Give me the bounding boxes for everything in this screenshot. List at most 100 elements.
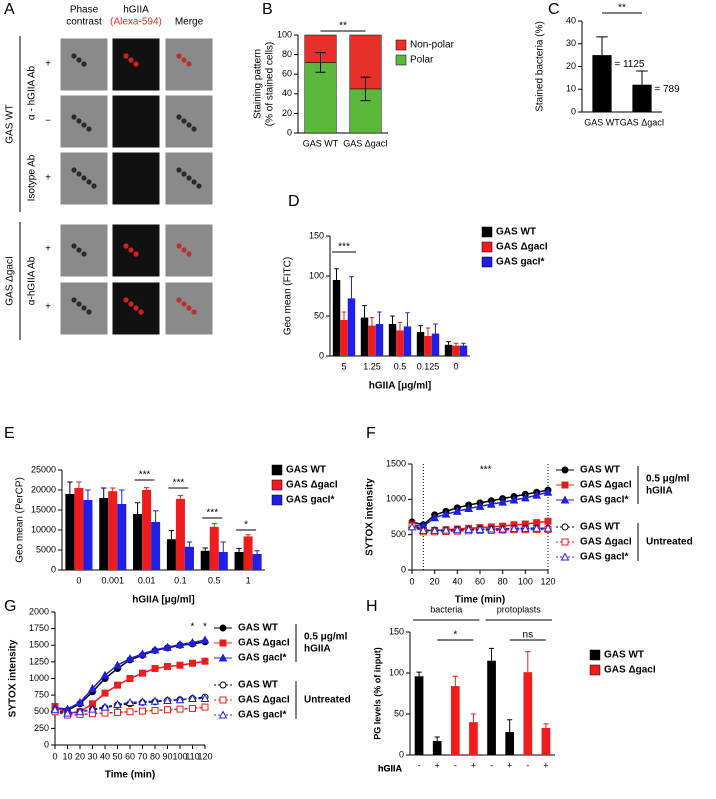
cell: [81, 61, 87, 67]
error-bar: [543, 723, 549, 728]
x-axis-label: Time (min): [455, 595, 505, 606]
marker: [543, 487, 553, 496]
bar: [388, 324, 397, 356]
bar: [452, 345, 460, 356]
bar: [632, 84, 652, 112]
y-tick-label: 0: [401, 564, 406, 574]
bar: [133, 514, 143, 570]
bar: [243, 536, 253, 570]
marker: [101, 689, 109, 697]
error-bar: [525, 651, 531, 673]
y-axis-label: Stained bacteria (%): [535, 21, 546, 112]
antibody-label: Isotype Ab: [27, 154, 38, 201]
legend-label: GAS gacI*: [580, 495, 628, 506]
y-tick-label: 20: [566, 61, 576, 71]
column-header: (Alexa-594): [110, 17, 162, 28]
marker: [200, 635, 210, 644]
x-tick-label: 20: [430, 576, 440, 586]
marker: [151, 665, 159, 673]
error-bar: [433, 323, 438, 334]
bar: [459, 345, 468, 356]
cell: [186, 61, 192, 67]
x-tick-label: 100: [518, 576, 533, 586]
legend-marker: [561, 523, 569, 531]
cell: [196, 183, 202, 189]
group-label: 0.5 μg/ml: [304, 632, 348, 643]
bar: [469, 722, 478, 755]
marker: [464, 503, 474, 513]
legend-marker: [219, 624, 227, 632]
bar: [541, 727, 551, 755]
y-tick-label: 5000: [36, 544, 56, 554]
cell: [191, 126, 197, 132]
marker: [164, 706, 171, 714]
marker: [125, 697, 135, 706]
bar: [83, 500, 93, 570]
error-bar: [488, 647, 495, 661]
cell: [76, 118, 82, 124]
panel-label: D: [288, 193, 300, 210]
y-tick-label: 25000: [31, 464, 56, 474]
x-tick-label: +: [543, 760, 548, 770]
marker: [88, 704, 97, 713]
legend-label: GAS WT: [238, 623, 278, 634]
bar: [340, 320, 348, 356]
y-tick-label: 1000: [386, 494, 406, 504]
marker: [75, 697, 85, 706]
x-tick-label: 0.5: [208, 575, 221, 585]
cell: [128, 118, 134, 124]
y-tick-label: 20000: [31, 484, 56, 494]
panel-label: B: [262, 1, 273, 18]
marker: [114, 708, 121, 716]
legend-label: GAS WT: [580, 522, 620, 533]
cell: [123, 114, 129, 120]
panel-label: E: [4, 425, 15, 442]
annotation: **: [618, 3, 626, 14]
marker: [75, 707, 85, 716]
error-bar: [377, 311, 382, 324]
marker: [532, 490, 542, 499]
annotation: ***: [206, 508, 218, 519]
y-tick-label: 1500: [29, 640, 49, 650]
cell: [133, 175, 139, 181]
cell: [181, 247, 187, 253]
error-bar: [254, 550, 260, 554]
marker: [532, 523, 542, 532]
marker: [188, 638, 197, 647]
cell: [71, 53, 77, 59]
sign: +: [45, 59, 51, 70]
x-tick-label: 90: [162, 751, 172, 761]
y-tick-label: 1250: [29, 656, 49, 666]
y-axis-label: Geo mean (FITC): [283, 257, 294, 335]
column-header: contrast: [66, 17, 102, 28]
marker: [452, 506, 462, 515]
column-header: Merge: [175, 17, 204, 28]
cell: [76, 301, 82, 307]
cell: [128, 57, 134, 63]
marker: [100, 670, 110, 679]
marker: [101, 709, 109, 717]
x-tick-label: +: [435, 760, 440, 770]
y-axis-label: SYTOX intensity: [8, 639, 19, 717]
error-bar: [211, 523, 217, 527]
y-tick-label: 100: [309, 270, 324, 280]
annotation: ns: [523, 630, 534, 641]
x-tick-label: +: [507, 760, 512, 770]
legend-label: GAS WT: [238, 680, 278, 691]
legend-swatch: [395, 39, 407, 51]
x-tick-label: 0.125: [417, 361, 440, 371]
legend-swatch: [271, 464, 283, 476]
x-tick-label: 50: [112, 751, 122, 761]
y-tick-label: 40: [566, 15, 576, 25]
x-tick-label: 40: [100, 751, 110, 761]
error-bar: [341, 311, 347, 320]
error-bar: [636, 70, 648, 85]
x-tick-label: 10: [62, 751, 72, 761]
marker: [418, 525, 428, 534]
x-tick-label: GAS ΔgacI: [620, 117, 665, 127]
legend-label: GAS ΔgacI: [238, 638, 290, 649]
error-bar: [507, 719, 513, 733]
y-tick-label: 150: [389, 626, 404, 636]
error-bar: [362, 305, 367, 318]
marker: [475, 501, 485, 510]
